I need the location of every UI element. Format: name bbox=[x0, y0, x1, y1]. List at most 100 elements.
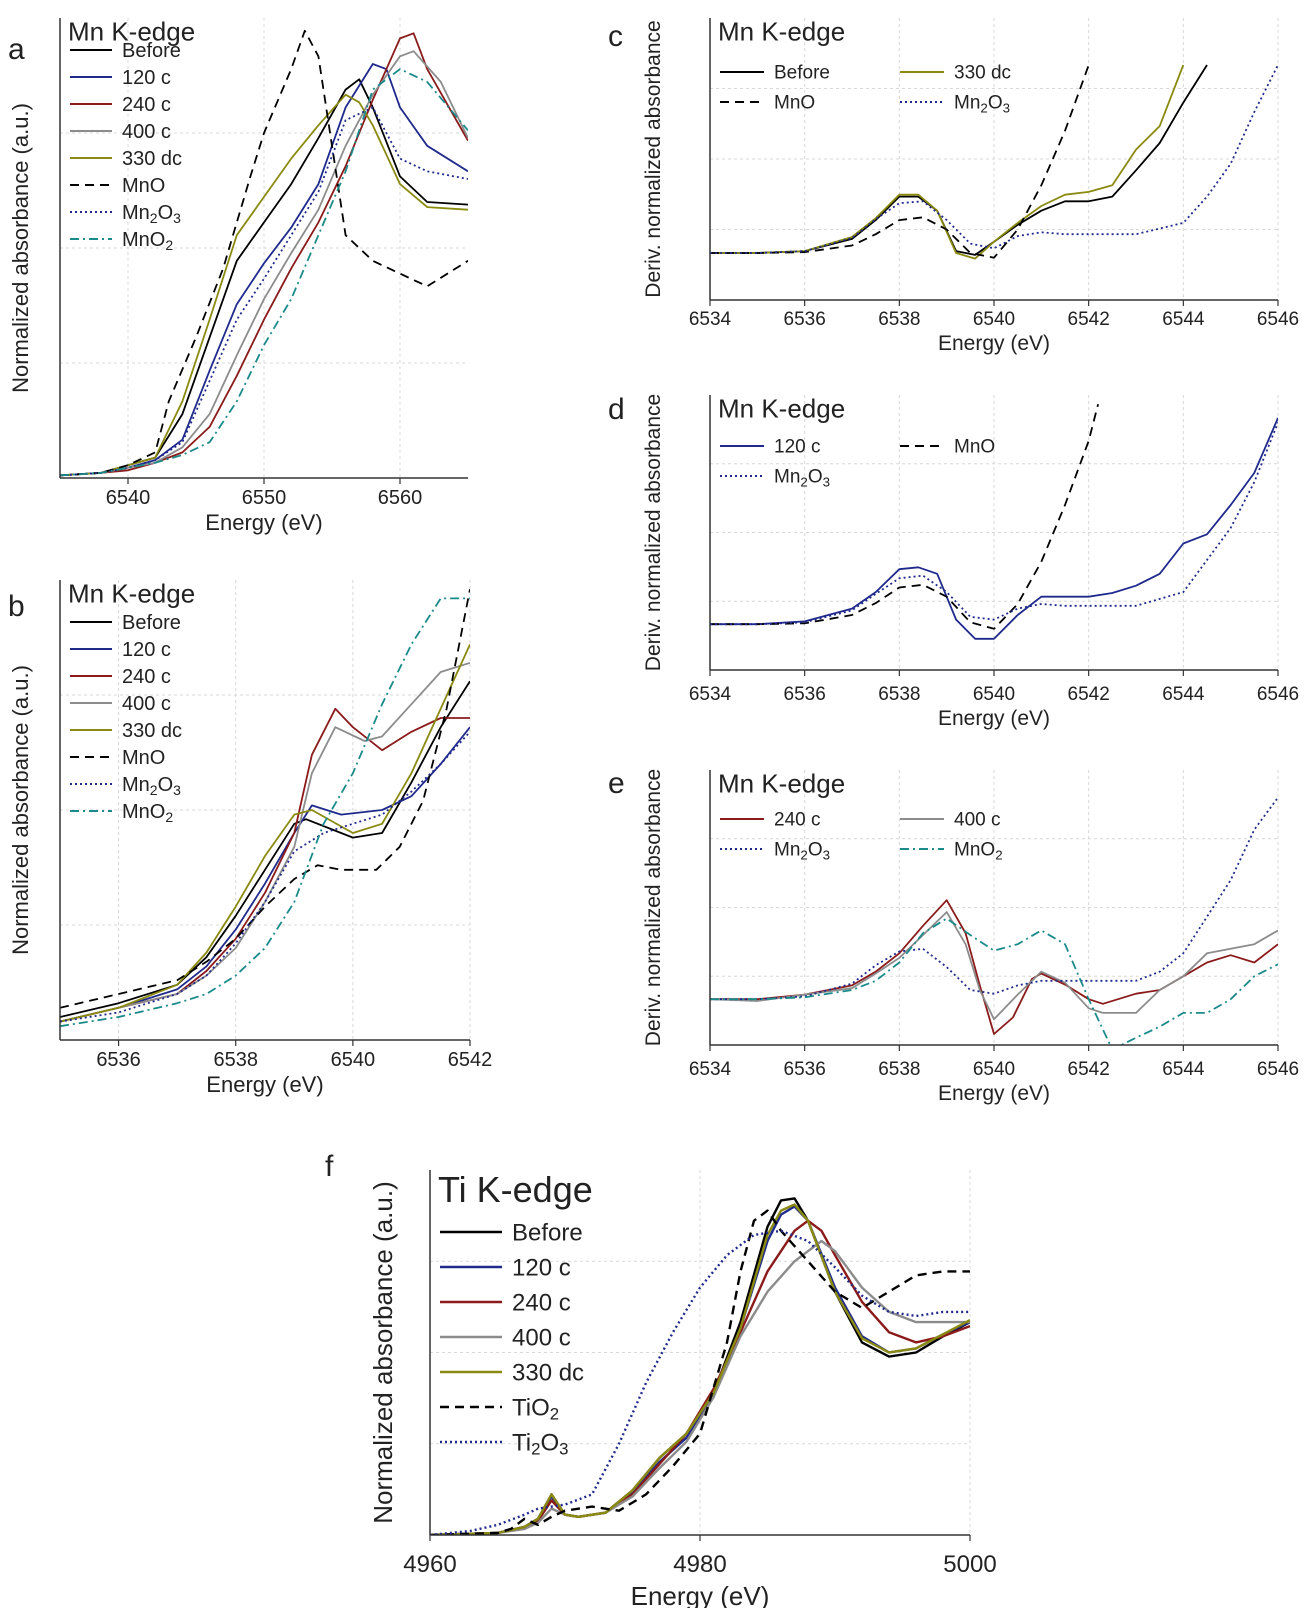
x-tick-label: 6544 bbox=[1162, 684, 1205, 705]
legend: Before 120 c 240 c 400 c 330 dc MnO Mn2O3 MnO2 bbox=[70, 40, 182, 253]
x-tick-label: 6560 bbox=[378, 487, 423, 509]
chart-title: Mn K-edge bbox=[68, 17, 195, 47]
y-axis-label: Normalized absorbance (a.u.) bbox=[368, 1181, 398, 1524]
series-line-mno bbox=[60, 29, 468, 477]
panel-letter: c bbox=[608, 20, 623, 53]
legend-label: Mn2O3 bbox=[954, 93, 1010, 116]
chart-title: Mn K-edge bbox=[68, 579, 195, 609]
x-tick-label: 6538 bbox=[878, 309, 920, 330]
x-axis-label: Energy (eV) bbox=[631, 1581, 770, 1608]
x-tick-label: 5000 bbox=[943, 1551, 996, 1578]
legend-label: Mn2O3 bbox=[122, 774, 181, 798]
panel-a: a 6540 6550 6560 Energy (eV) Normalized absor… bbox=[8, 17, 468, 535]
x-tick-label: 6538 bbox=[878, 684, 920, 705]
y-axis-label: Normalized absorbance (a.u.) bbox=[8, 103, 33, 393]
legend: 240 c 400 c Mn2O3 MnO2 bbox=[720, 810, 1003, 863]
series-line-tio2 bbox=[430, 1209, 970, 1535]
legend-label: MnO bbox=[954, 437, 995, 458]
legend-label: MnO bbox=[122, 175, 165, 197]
y-axis-label: Deriv. normalized absorbance bbox=[642, 394, 665, 671]
series-line-120-c bbox=[710, 417, 1278, 640]
series-line-240-c bbox=[710, 899, 1278, 1035]
series-line-mn2o3 bbox=[60, 731, 470, 1023]
series-line-400-c bbox=[430, 1239, 970, 1535]
legend-label: 400 c bbox=[122, 693, 171, 715]
x-tick-label: 6546 bbox=[1257, 309, 1299, 330]
series-line-330-dc bbox=[60, 93, 468, 477]
x-axis-label: Energy (eV) bbox=[205, 510, 322, 535]
x-tick-label: 6534 bbox=[689, 684, 732, 705]
series-line-240-c bbox=[60, 32, 468, 477]
x-tick-label: 6544 bbox=[1162, 309, 1205, 330]
legend-label: MnO2 bbox=[122, 229, 173, 253]
x-tick-label: 6540 bbox=[973, 309, 1015, 330]
series-group bbox=[710, 796, 1278, 1045]
x-tick-label: 6542 bbox=[1068, 309, 1110, 330]
x-tick-label: 6536 bbox=[784, 309, 826, 330]
y-axis-label: Deriv. normalized absorbance bbox=[642, 20, 665, 297]
x-axis-label: Energy (eV) bbox=[938, 1082, 1050, 1105]
legend-label: 120 c bbox=[122, 67, 171, 89]
legend-label: Before bbox=[512, 1219, 583, 1246]
legend-label: MnO2 bbox=[122, 801, 173, 825]
legend-label: 240 c bbox=[774, 810, 820, 831]
x-tick-label: 6540 bbox=[331, 1049, 376, 1071]
legend-label: 400 c bbox=[122, 121, 171, 143]
x-tick-label: 6544 bbox=[1162, 1059, 1205, 1080]
x-axis-label: Energy (eV) bbox=[938, 332, 1050, 355]
series-group bbox=[710, 403, 1278, 640]
legend-label: Mn2O3 bbox=[774, 840, 830, 863]
legend-label: 240 c bbox=[122, 94, 171, 116]
panel-f: f 4960 4980 5000 Energy (eV) Normalized absor… bbox=[325, 1150, 997, 1608]
legend-label: Mn2O3 bbox=[122, 202, 181, 226]
panel-letter: d bbox=[608, 393, 625, 426]
legend-label: Before bbox=[122, 612, 181, 634]
legend-label: 330 dc bbox=[954, 63, 1011, 84]
panel-b: b 6536 6538 6540 6542 Energy (eV) Normalized a… bbox=[8, 579, 492, 1097]
series-line-120-c bbox=[60, 63, 468, 477]
y-axis-label: Deriv. normalized absorbance bbox=[642, 769, 665, 1046]
legend-label: 400 c bbox=[954, 810, 1000, 831]
legend-label: 330 dc bbox=[122, 148, 182, 170]
series-line-before bbox=[710, 64, 1208, 256]
legend-label: Mn2O3 bbox=[774, 467, 830, 490]
legend: Before 330 dc MnO Mn2O3 bbox=[720, 63, 1011, 116]
series-line-400-c bbox=[710, 911, 1278, 1021]
panel-c: c 6534 6536 6538 6540 6542 6544 6546 Energy (eV)… bbox=[608, 17, 1299, 355]
series-group bbox=[430, 1197, 970, 1535]
series-line-mno bbox=[710, 64, 1090, 259]
panel-d: d 6534 6536 6538 6540 6542 6544 6546 Energy (eV)… bbox=[608, 393, 1299, 730]
series-line-330-dc bbox=[430, 1203, 970, 1535]
series-line-mn2o3 bbox=[60, 106, 468, 477]
series-group bbox=[710, 64, 1278, 260]
panel-letter: e bbox=[608, 767, 625, 800]
series-line-330-dc bbox=[710, 64, 1185, 260]
x-tick-label: 6536 bbox=[96, 1049, 141, 1071]
legend-label: 330 dc bbox=[122, 720, 182, 742]
legend-label: 400 c bbox=[512, 1324, 571, 1351]
x-tick-label: 6540 bbox=[973, 684, 1015, 705]
series-line-mno bbox=[710, 403, 1099, 630]
x-tick-label: 6538 bbox=[878, 1059, 920, 1080]
x-tick-label: 6540 bbox=[106, 487, 151, 509]
x-tick-label: 6546 bbox=[1257, 1059, 1299, 1080]
legend-label: 240 c bbox=[512, 1289, 571, 1316]
legend: 120 c MnO Mn2O3 bbox=[720, 437, 995, 490]
legend-label: 120 c bbox=[512, 1254, 571, 1281]
x-tick-label: 6546 bbox=[1257, 684, 1299, 705]
chart-title: Mn K-edge bbox=[718, 769, 845, 799]
series-group bbox=[60, 29, 468, 477]
x-tick-label: 6550 bbox=[242, 487, 287, 509]
series-line-120-c bbox=[60, 726, 470, 1023]
chart-title: Ti K-edge bbox=[438, 1169, 593, 1210]
x-tick-label: 6536 bbox=[784, 684, 826, 705]
legend-label: 240 c bbox=[122, 666, 171, 688]
x-tick-label: 6542 bbox=[448, 1049, 493, 1071]
legend-label: TiO2 bbox=[512, 1394, 559, 1423]
panel-letter: b bbox=[8, 590, 25, 623]
x-tick-label: 6538 bbox=[213, 1049, 258, 1071]
x-tick-label: 6542 bbox=[1068, 1059, 1110, 1080]
panel-e: e 6534 6536 6538 6540 6542 6544 6546 Energy (eV)… bbox=[608, 767, 1299, 1105]
legend-label: Before bbox=[774, 63, 830, 84]
legend-label: Before bbox=[122, 40, 181, 62]
